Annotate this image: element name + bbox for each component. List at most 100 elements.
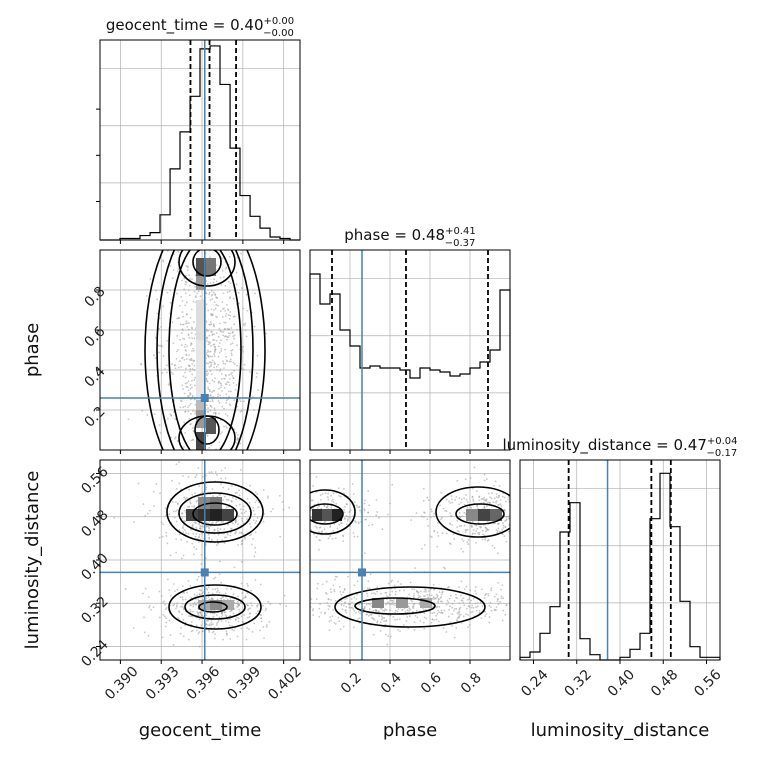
sample-point <box>422 595 425 597</box>
sample-point <box>449 512 451 515</box>
sample-point <box>178 317 180 319</box>
sample-point <box>525 504 527 506</box>
sample-point <box>428 594 431 597</box>
sample-point <box>195 548 198 551</box>
sample-point <box>191 610 194 613</box>
sample-point <box>246 616 249 619</box>
sample-point <box>220 386 222 389</box>
sample-point <box>180 344 183 346</box>
sample-point <box>239 400 242 403</box>
sample-point <box>461 515 464 518</box>
sample-point <box>184 497 187 500</box>
sample-point <box>207 623 209 626</box>
sample-point <box>336 527 339 530</box>
sample-point <box>210 471 213 473</box>
sample-point <box>227 621 230 623</box>
sample-point <box>289 489 291 491</box>
sample-point <box>182 406 185 409</box>
sample-point <box>437 521 439 524</box>
sample-point <box>297 593 299 595</box>
density-contour <box>184 594 246 620</box>
sample-point <box>315 535 318 538</box>
sample-point <box>231 522 234 525</box>
sample-point <box>181 512 183 515</box>
sample-point <box>265 332 267 335</box>
x-axis-label-geocent-time: geocent_time <box>139 720 262 741</box>
sample-point <box>220 469 223 472</box>
sample-point <box>173 516 176 519</box>
sample-point <box>544 614 546 616</box>
sample-point <box>243 400 245 403</box>
sample-point <box>231 348 234 351</box>
sample-point <box>228 290 231 293</box>
sample-point <box>394 593 397 596</box>
sample-point <box>447 601 450 604</box>
sample-point <box>423 612 426 615</box>
sample-point <box>444 567 446 570</box>
sample-point <box>229 404 232 407</box>
sample-point <box>175 226 177 228</box>
sample-point <box>216 473 218 476</box>
sample-point <box>185 367 187 370</box>
sample-point <box>397 628 399 631</box>
sample-point <box>237 434 239 436</box>
sample-point <box>174 418 177 420</box>
sample-point <box>423 590 426 593</box>
sample-point <box>223 425 225 428</box>
sample-point <box>242 323 245 326</box>
sample-point <box>327 498 330 501</box>
sample-point <box>240 517 243 520</box>
sample-point <box>260 617 263 620</box>
sample-point <box>219 330 222 332</box>
sample-point <box>489 496 491 499</box>
sample-point <box>476 602 479 604</box>
sample-point <box>186 497 188 499</box>
sample-point <box>177 617 180 620</box>
sample-point <box>195 500 198 503</box>
sample-point <box>196 578 199 581</box>
sample-point <box>278 613 280 615</box>
sample-point <box>333 590 336 593</box>
sample-point <box>146 414 149 416</box>
sample-point <box>372 633 375 636</box>
sample-point <box>154 357 157 359</box>
sample-point <box>201 532 203 535</box>
sample-point <box>339 590 342 593</box>
sample-point <box>205 353 208 356</box>
sample-point <box>175 357 178 360</box>
sample-point <box>453 600 456 602</box>
sample-point <box>346 597 348 600</box>
sample-point <box>214 346 217 349</box>
sample-point <box>487 529 490 531</box>
sample-point <box>315 526 318 529</box>
sample-point <box>173 437 176 440</box>
sample-point <box>188 322 190 324</box>
sample-point <box>211 331 213 333</box>
sample-point <box>162 260 164 263</box>
x-tick-label: 0.396 <box>184 664 224 704</box>
density-cell <box>332 509 342 521</box>
sample-point <box>440 609 443 612</box>
sample-point <box>364 605 366 608</box>
sample-point <box>478 499 481 502</box>
sample-point <box>213 612 216 615</box>
sample-point <box>340 600 343 603</box>
sample-point <box>331 615 334 618</box>
sample-point <box>253 555 256 558</box>
sample-point <box>417 596 420 599</box>
sample-point <box>467 539 470 541</box>
sample-point <box>211 334 214 336</box>
sample-point <box>306 472 308 474</box>
sample-point <box>365 603 368 606</box>
sample-point <box>549 526 551 528</box>
sample-point <box>358 617 361 620</box>
sample-point <box>243 368 245 371</box>
sample-point <box>327 598 330 600</box>
sample-point <box>213 309 215 311</box>
sample-point <box>319 539 322 542</box>
sample-point <box>227 499 230 501</box>
sample-point <box>504 500 507 503</box>
sample-point <box>353 596 356 599</box>
sample-point <box>433 530 435 533</box>
sample-point <box>357 611 360 613</box>
